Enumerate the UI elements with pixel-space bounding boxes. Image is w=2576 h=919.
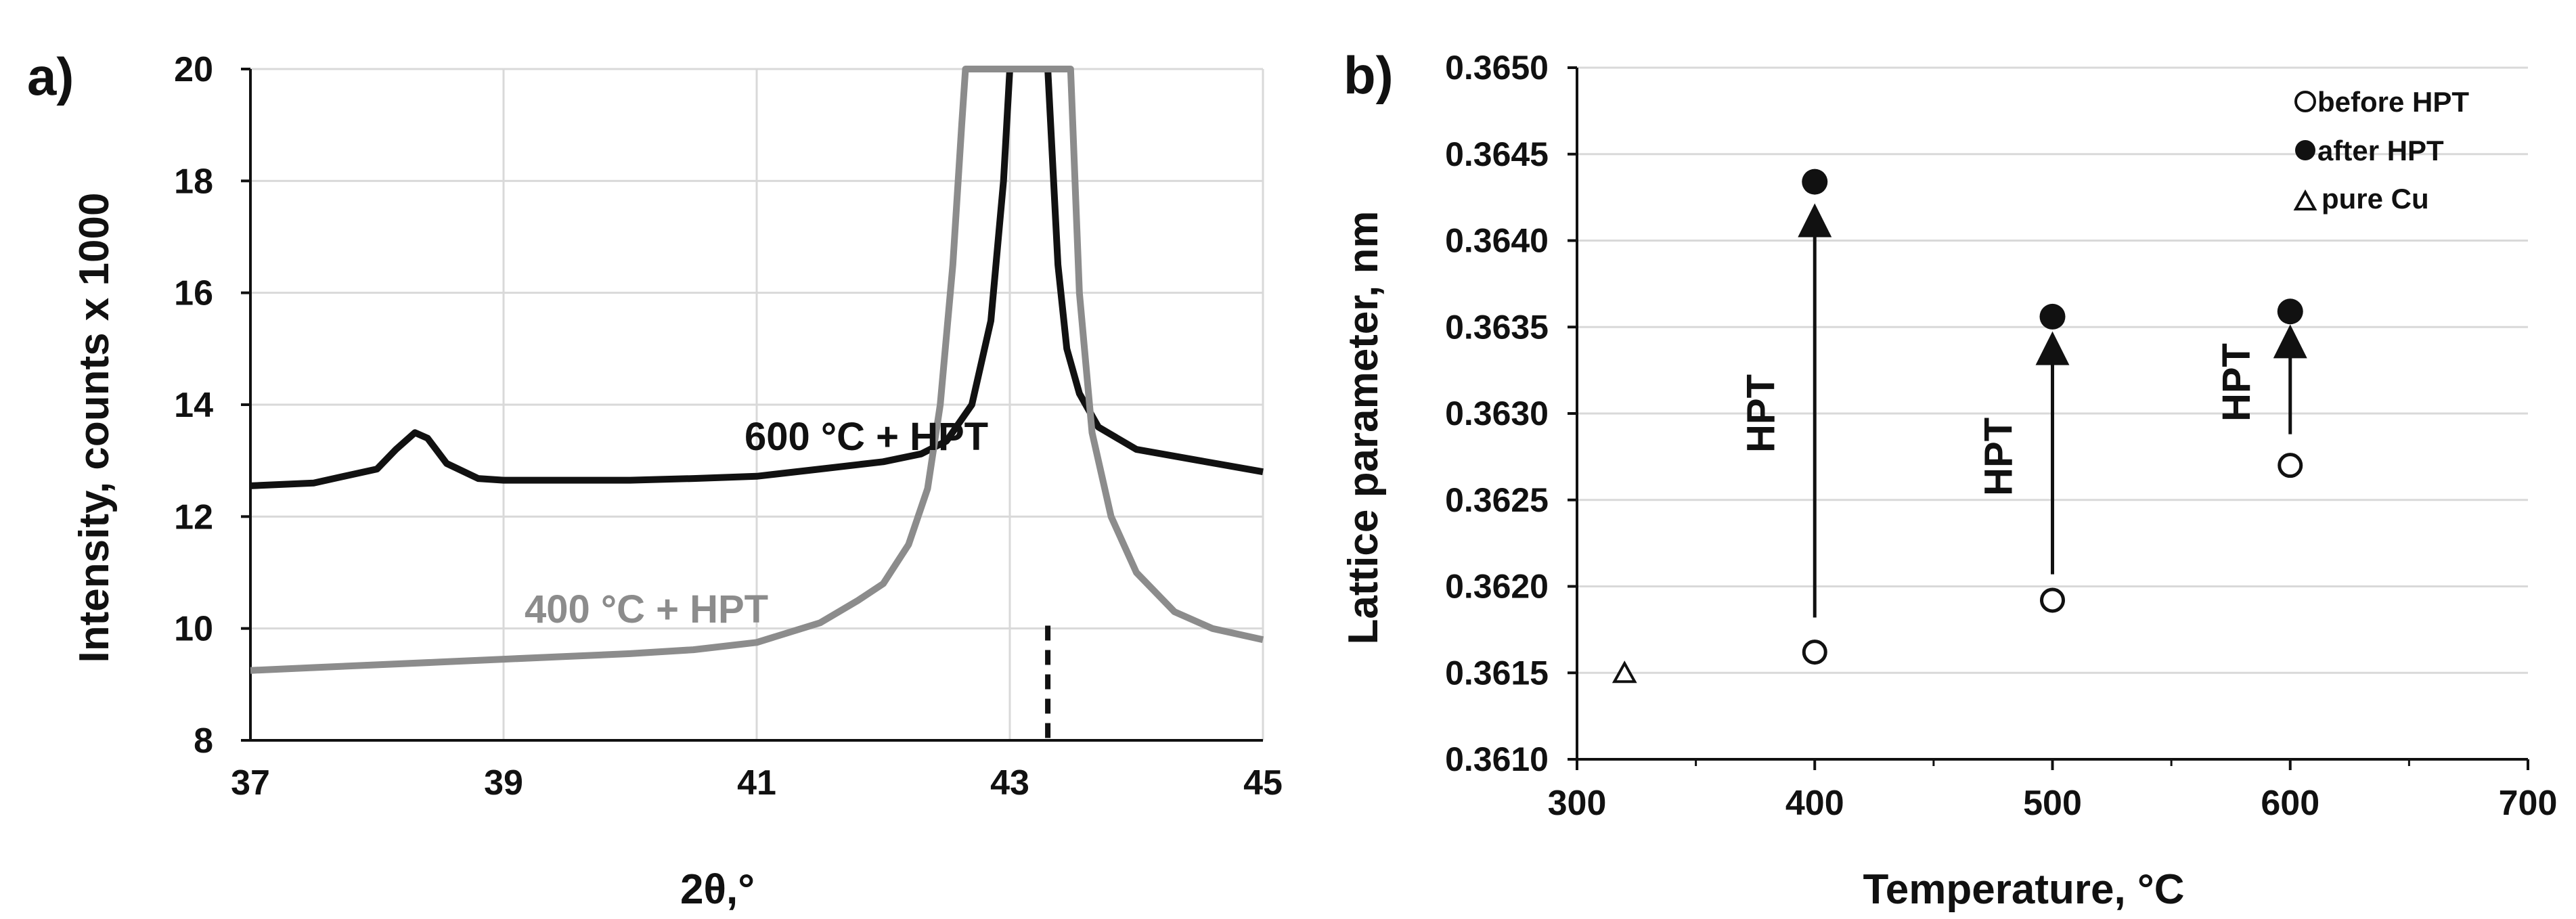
panel-b-points [1612,169,2303,683]
hpt-arrow-label: HPT [1977,418,2021,496]
panel-a-label: a) [27,47,74,106]
panel-a-x-axis-label: 2θ,° [680,866,755,913]
x-tick-label: 700 [2499,784,2558,823]
x-tick-label: 300 [1548,784,1607,823]
before-hpt-point [2040,587,2065,613]
y-tick-label: 0.3610 [1445,740,1549,778]
panel-b-x-axis-label: Temperature, °C [1863,866,2185,913]
pure-cu-point [1612,660,1637,683]
y-tick-label: 20 [174,50,213,89]
panel-b-x-ticks: 300 400 500 600 700 [1548,784,2558,823]
y-tick-label: 0.3615 [1445,654,1549,692]
legend-before-hpt: before HPT [2317,86,2469,118]
x-tick-label: 600 [2261,784,2319,823]
x-tick-label: 37 [231,763,270,803]
hpt-arrow-label: HPT [1739,374,1783,453]
legend-after-hpt: after HPT [2317,135,2444,166]
panel-b-legend: before HPT after HPT pure Cu [2293,86,2469,215]
after-hpt-point [2277,298,2303,325]
y-tick-label: 8 [194,721,213,761]
x-tick-label: 43 [990,763,1029,803]
y-tick-label: 18 [174,162,213,201]
after-hpt-point [1802,169,1828,195]
panel-b-axes [1568,66,2529,770]
panel-b: b) 300 400 500 600 700 0.36100.36150.36200.3… [1340,45,2557,913]
y-tick-label: 14 [174,386,213,425]
panel-b-label: b) [1343,45,1394,105]
y-tick-label: 0.3650 [1445,49,1549,87]
y-tick-label: 0.3635 [1445,308,1549,346]
panel-a-axes [241,68,1263,742]
panel-a-y-axis-label: Intensity, counts x 1000 [71,193,118,663]
x-tick-label: 400 [1785,784,1844,823]
series-label-400: 400 °C + HPT [525,587,768,631]
y-tick-label: 16 [174,274,213,313]
x-tick-label: 500 [2023,784,2082,823]
panel-a: a) 37 39 41 43 45 8 10 12 14 16 18 20 600 °C + HPT… [27,47,1283,913]
panel-a-series [250,66,1264,674]
y-tick-label: 0.3625 [1445,481,1549,519]
legend-triangle-icon [2293,189,2317,210]
panel-b-arrows: HPT HPT HPT [1739,203,2307,618]
legend-pure-cu: pure Cu [2322,183,2429,215]
panel-a-y-ticks: 8 10 12 14 16 18 20 [174,50,213,761]
y-tick-label: 0.3645 [1445,135,1549,173]
series-line-1 [250,66,1264,674]
before-hpt-point [2278,453,2303,478]
x-tick-label: 39 [484,763,523,803]
y-tick-label: 0.3630 [1445,395,1549,432]
y-tick-label: 0.3620 [1445,568,1549,606]
y-tick-label: 0.3640 [1445,222,1549,260]
after-hpt-point [2039,303,2066,330]
y-tick-label: 10 [174,610,213,649]
before-hpt-point [1802,640,1827,665]
y-tick-label: 12 [174,497,213,537]
series-line-0 [250,66,1264,489]
hpt-arrow-label: HPT [2215,343,2259,422]
panel-b-y-ticks: 0.3610 0.3615 0.3620 0.3625 0.3630 0.3635 0.36… [1445,49,1549,778]
panel-b-y-axis-label: Lattice parameter, nm [1340,211,1387,645]
x-tick-label: 45 [1243,763,1283,803]
legend-filled-circle-icon [2295,140,2315,160]
panel-a-x-ticks: 37 39 41 43 45 [231,763,1283,803]
legend-open-circle-icon [2294,91,2316,112]
x-tick-label: 41 [737,763,776,803]
series-label-600: 600 °C + HPT [745,415,988,459]
